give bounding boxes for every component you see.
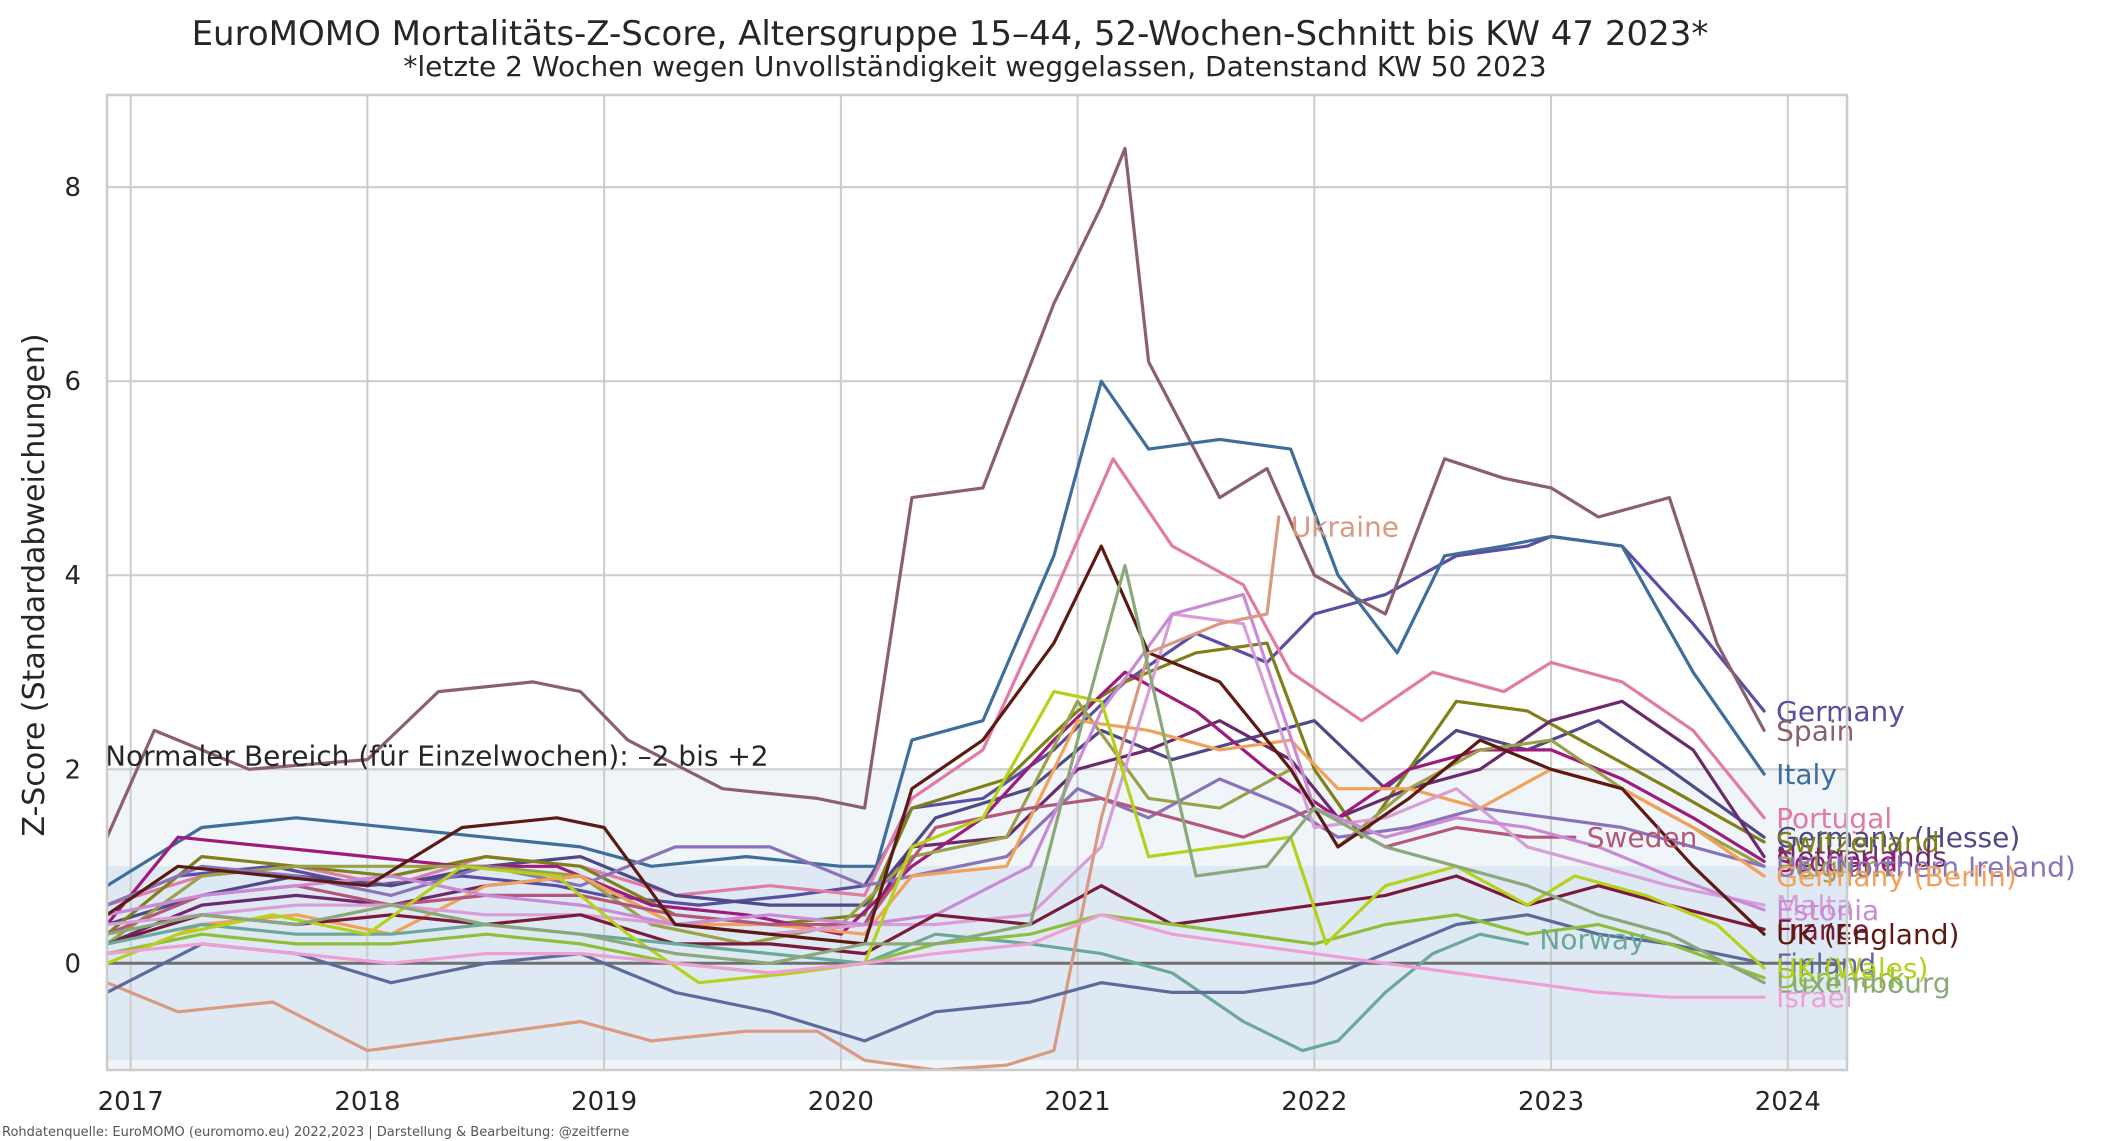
series-label-malta: Malta xyxy=(1776,889,1853,922)
y-tick-label: 4 xyxy=(64,561,81,591)
series-line-uk-england- xyxy=(107,544,1766,946)
series-line-malta xyxy=(107,612,1766,936)
series-line-finland xyxy=(107,913,1766,1043)
series-line-israel xyxy=(107,913,1766,999)
series-line-estonia xyxy=(107,592,1766,927)
plot-area: 2017 2018 2019 2020 2021 2022 2023 2024 0 2 4 6 8 Ger… xyxy=(64,93,2076,1117)
x-tick-label: 2018 xyxy=(334,1087,400,1117)
series-label-uk-northern-ireland-: UK (Northern Ireland) xyxy=(1776,850,2076,883)
series-label-ukraine: Ukraine xyxy=(1291,511,1399,544)
normal-range-note: Normaler Bereich (für Einzelwochen): –2 … xyxy=(105,739,769,772)
series-line-ukraine xyxy=(107,515,1281,1070)
plot-frame xyxy=(105,93,1849,1072)
chart-title: EuroMOMO Mortalitäts-Z-Score, Altersgrup… xyxy=(192,14,1709,54)
series-label-france: France xyxy=(1776,913,1869,946)
x-tick-label: 2024 xyxy=(1755,1087,1821,1117)
y-tick-label: 8 xyxy=(64,173,81,203)
y-tick-label: 2 xyxy=(64,755,81,785)
chart-subtitle: *letzte 2 Wochen wegen Unvollständigkeit… xyxy=(403,50,1546,83)
series-label-finland: Finland xyxy=(1776,947,1876,980)
series-label-uk-england-: UK (England) xyxy=(1776,918,1959,951)
series-label-uk-wales-: UK (Wales) xyxy=(1776,952,1928,985)
series-line-belgium xyxy=(107,699,1766,946)
x-tick-label: 2021 xyxy=(1045,1087,1111,1117)
x-tick-label: 2019 xyxy=(571,1087,637,1117)
series-line-luxembourg xyxy=(107,563,1766,985)
series-line-italy xyxy=(107,379,1766,888)
series-label-portugal: Portugal xyxy=(1776,802,1892,835)
series-label-switzerland: Switzerland xyxy=(1776,826,1939,859)
series-label-estonia: Estonia xyxy=(1776,894,1879,927)
y-tick-label: 6 xyxy=(64,367,81,397)
series-label-germany: Germany xyxy=(1776,695,1905,728)
series-label-scotland: Scotland xyxy=(1776,845,1898,878)
series-label-netherlands: Netherlands xyxy=(1776,841,1947,874)
series-group xyxy=(107,146,1766,1070)
y-axis-label: Z-Score (Standardabweichungen) xyxy=(17,333,52,836)
x-tick-label: 2020 xyxy=(808,1087,874,1117)
x-tick-label: 2022 xyxy=(1281,1087,1347,1117)
series-line-uk-wales- xyxy=(107,689,1766,985)
series-label-israel: Israel xyxy=(1776,981,1853,1014)
series-line-denmark xyxy=(107,913,1766,980)
x-tick-label: 2017 xyxy=(98,1087,164,1117)
x-tick-label: 2023 xyxy=(1518,1087,1584,1117)
series-label-belgium: Belgium xyxy=(1776,850,1891,883)
series-label-germany-berlin-: Germany (Berlin) xyxy=(1776,860,2017,893)
series-label-norway: Norway xyxy=(1539,923,1645,956)
series-label-luxembourg: Luxembourg xyxy=(1776,967,1951,1000)
y-tick-label: 0 xyxy=(64,949,81,979)
source-note: Rohdatenquelle: EuroMOMO (euromomo.eu) 2… xyxy=(2,1125,629,1140)
series-label-sweden: Sweden xyxy=(1587,821,1698,854)
series-line-uk-northern-ireland- xyxy=(107,777,1766,907)
series-line-scotland xyxy=(107,670,1766,936)
series-label-italy: Italy xyxy=(1776,758,1837,791)
series-label-germany-hesse-: Germany (Hesse) xyxy=(1776,821,2020,854)
series-label-spain: Spain xyxy=(1776,714,1854,747)
series-line-spain xyxy=(107,146,1766,839)
series-label-denmark: Denmark xyxy=(1776,962,1905,995)
